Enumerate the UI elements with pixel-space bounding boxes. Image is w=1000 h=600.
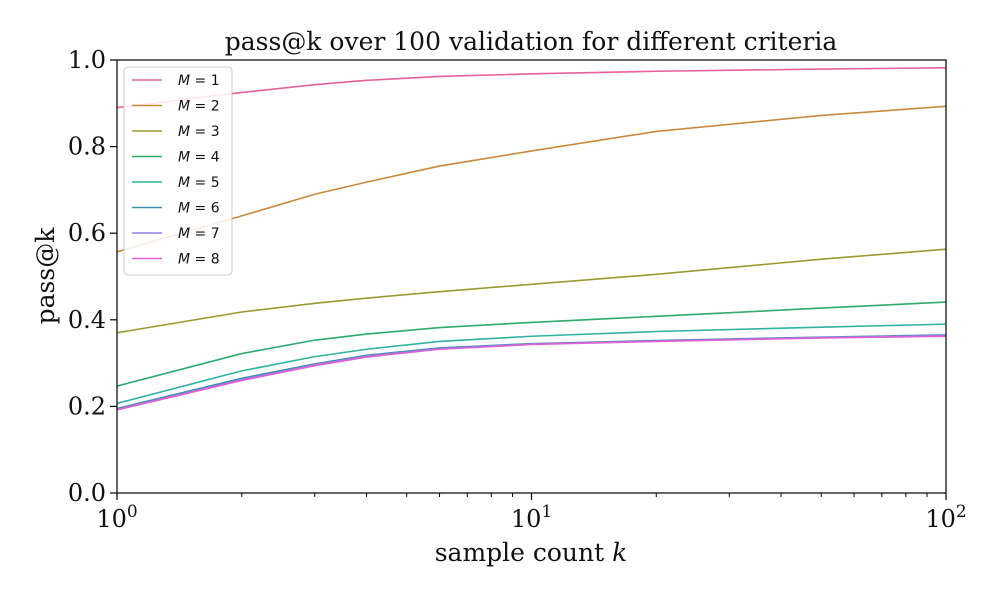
y-tick-label: 0.6	[68, 219, 106, 247]
x-axis-label-var: k	[612, 538, 627, 567]
legend-label: M = 6	[178, 201, 220, 217]
legend-label: M = 5	[178, 175, 220, 191]
legend-label-eq: = 4	[190, 150, 220, 166]
series-line-m7	[116, 334, 947, 411]
legend-label: M = 3	[178, 124, 220, 140]
series-line-m1	[116, 66, 947, 109]
legend-label-eq: = 7	[190, 226, 220, 242]
y-tick-label: 0.2	[68, 392, 106, 420]
series-line-m5	[116, 323, 947, 405]
legend-label-eq: = 3	[190, 124, 220, 140]
x-tick-label-exponent: 0	[127, 502, 138, 522]
legend-label: M = 4	[178, 150, 220, 166]
legend-label-eq: = 6	[190, 201, 220, 217]
x-tick-label-exponent: 1	[541, 502, 552, 522]
x-tick-label-base: 10	[511, 505, 542, 533]
y-tick-label: 0.8	[68, 133, 106, 161]
x-axis-label: sample count k	[435, 538, 628, 567]
legend-label: M = 1	[178, 73, 220, 89]
legend-item-m1: M = 1	[132, 73, 220, 89]
x-tick-label-exponent: 2	[956, 502, 967, 522]
y-tick-label: 0.0	[68, 479, 106, 507]
legend-item-m6: M = 6	[132, 201, 220, 217]
series-line-m2	[116, 105, 947, 253]
legend-frame	[123, 66, 233, 276]
plot-frame	[116, 59, 947, 494]
x-axis-label-text: sample count	[435, 538, 604, 567]
x-tick-label-base: 10	[96, 505, 127, 533]
legend-item-m3: M = 3	[132, 124, 220, 140]
legend-item-m5: M = 5	[132, 175, 220, 191]
x-tick-label: 100	[96, 502, 137, 533]
legend-label-eq: = 1	[190, 73, 220, 89]
series-line-m4	[116, 301, 947, 387]
series-layer	[116, 66, 947, 411]
x-tick-label: 101	[511, 502, 552, 533]
y-tick-label: 1.0	[68, 46, 106, 74]
legend-label-var: M	[178, 73, 190, 89]
y-axis-label: pass@k	[31, 227, 60, 325]
legend-label: M = 7	[178, 226, 220, 242]
legend-label: M = 2	[178, 99, 220, 115]
series-line-m8	[116, 335, 947, 411]
legend-label-eq: = 5	[190, 175, 220, 191]
x-tick-label-base: 10	[925, 505, 956, 533]
chart-title: pass@k over 100 validation for different…	[225, 27, 838, 56]
legend: M = 1M = 2M = 3M = 4M = 5M = 6M = 7M = 8	[123, 66, 233, 276]
y-tick-label: 0.4	[68, 306, 106, 334]
legend-label-var: M	[178, 201, 190, 217]
legend-label-var: M	[178, 175, 190, 191]
legend-label-var: M	[178, 226, 190, 242]
legend-label: M = 8	[178, 252, 220, 268]
legend-label-eq: = 8	[190, 252, 220, 268]
legend-item-m7: M = 7	[132, 226, 220, 242]
legend-label-var: M	[178, 252, 190, 268]
series-line-m3	[116, 248, 947, 334]
legend-item-m8: M = 8	[132, 252, 220, 268]
legend-item-m2: M = 2	[132, 99, 220, 115]
legend-label-var: M	[178, 99, 190, 115]
legend-label-eq: = 2	[190, 99, 220, 115]
x-tick-label: 102	[925, 502, 966, 533]
legend-label-var: M	[178, 150, 190, 166]
legend-item-m4: M = 4	[132, 150, 220, 166]
legend-label-var: M	[178, 124, 190, 140]
